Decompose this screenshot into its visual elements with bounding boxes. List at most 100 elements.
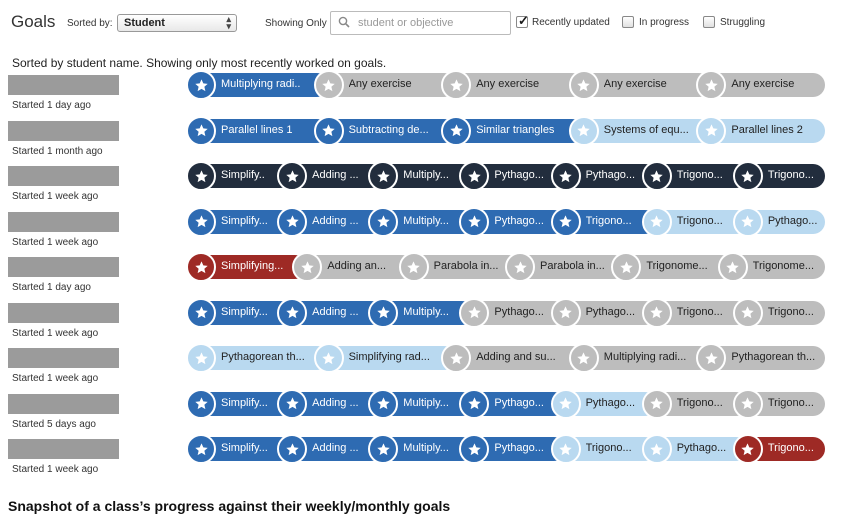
goal-pill[interactable]: Any exercise [313,70,457,100]
goal-pill[interactable]: Trigono... [732,434,825,464]
goal-label: Trigono... [585,442,632,454]
goal-pill[interactable]: Systems of equ... [568,115,712,146]
goal-pill[interactable]: Pythagorean th... [186,343,329,373]
goal-pill[interactable]: Pythago... [459,388,566,419]
goal-pill[interactable]: Trigono... [732,388,825,419]
goal-pill[interactable]: Multiply... [368,161,475,191]
goal-pill[interactable]: Simplifying... [186,252,308,282]
select-arrows-icon: ▴ ▾ [226,14,231,31]
goal-pill[interactable]: Simplify... [186,434,293,464]
goal-pill[interactable]: Simplify... [186,297,293,328]
goal-pill[interactable]: Trigono... [550,206,657,237]
goal-pill[interactable]: Trigono... [641,206,748,237]
goal-pill[interactable]: Multiplying radi... [568,343,712,373]
goal-pill[interactable]: Simplify... [186,206,293,237]
goal-pill[interactable]: Pythago... [641,434,748,464]
goal-pill[interactable]: Trigono... [732,297,825,328]
goal-label: Trigono... [676,169,723,181]
in-progress-checkbox[interactable] [622,16,634,28]
star-icon [368,161,399,191]
goal-label: Pythago... [494,396,544,409]
goal-pill[interactable]: Similar triangles [441,115,584,146]
goal-pill[interactable]: Trigonome... [717,252,825,282]
student-row[interactable]: Started 1 day ago Simplifying... Adding an… [0,252,842,300]
goal-pill[interactable]: Adding and su... [441,343,584,373]
goal-pill[interactable]: Simplify... [186,388,293,419]
goal-pill[interactable]: Trigonome... [611,252,733,282]
goal-pill[interactable]: Adding ... [277,434,384,464]
star-icon [459,161,490,191]
goal-pill[interactable]: Pythago... [459,206,566,237]
goal-pill[interactable]: Any exercise [696,70,825,100]
goal-pill[interactable]: Simplify.. [186,161,293,191]
star-icon [441,115,472,146]
star-icon [550,297,581,328]
goal-pill[interactable]: Adding ... [277,297,384,328]
goal-pill[interactable]: Adding ... [277,161,384,191]
goal-pill[interactable]: Adding an... [292,252,414,282]
goal-pill[interactable]: Parallel lines 1 [186,115,329,146]
goal-pill[interactable]: Parallel lines 2 [696,115,825,146]
star-icon [641,206,672,237]
goal-label: Simplify... [221,442,268,454]
student-row[interactable]: Started 1 week ago Simplify... Adding ... M… [0,434,842,482]
goal-pill[interactable]: Subtracting de... [313,115,457,146]
goal-pill[interactable]: Trigono... [641,388,748,419]
goal-pill[interactable]: Multiplying radi.. [186,70,329,100]
goal-pill[interactable]: Multiply... [368,297,475,328]
goal-pill[interactable]: Multiply... [368,434,475,464]
search-icon [338,16,350,28]
checkmark-icon: ✓ [518,13,529,28]
goal-pill[interactable]: Any exercise [568,70,712,100]
goal-pill[interactable]: Parabola in... [505,252,627,282]
goal-pill[interactable]: Adding ... [277,388,384,419]
goal-pill[interactable]: Multiply... [368,206,475,237]
student-row[interactable]: Started 1 day ago Multiplying radi.. Any e… [0,70,842,118]
student-row[interactable]: Started 1 week ago Pythagorean th... Simpl… [0,343,842,391]
goal-label: Any exercise [731,78,795,90]
goal-pill[interactable]: Trigono... [641,161,748,191]
goal-pill[interactable]: Trigono... [550,434,657,464]
goal-pill[interactable]: Trigono... [732,161,825,191]
goal-pill[interactable]: Pythago... [550,297,657,328]
star-icon [277,206,308,237]
student-name-redacted [8,302,119,323]
goal-pill[interactable]: Pythagorean th... [696,343,825,373]
goal-label: Multiplying radi.. [221,78,301,90]
goal-label: Simplify... [221,396,268,409]
search-input[interactable]: student or objective [330,11,511,35]
goal-pill[interactable]: Pythago... [550,161,657,191]
star-icon [568,70,599,100]
goal-pill[interactable]: Any exercise [441,70,584,100]
goal-pill[interactable]: Pythago... [459,297,566,328]
goal-pill[interactable]: Multiply... [368,388,475,419]
goal-pill[interactable]: Pythago... [550,388,657,419]
search-placeholder: student or objective [358,17,454,29]
student-row[interactable]: Started 1 week ago Simplify... Adding ... M… [0,297,842,346]
student-row[interactable]: Started 1 week ago Simplify... Adding ... M… [0,206,842,255]
goal-label: Trigono... [767,442,814,454]
goal-label: Any exercise [603,78,667,90]
student-name-redacted [8,257,119,277]
star-icon [732,161,763,191]
star-icon [641,388,672,419]
student-row[interactable]: Started 1 week ago Simplify.. Adding ... Mu… [0,161,842,209]
struggling-checkbox[interactable] [703,16,715,28]
student-row[interactable]: Started 1 month ago Parallel lines 1 Subtr… [0,115,842,164]
recently-updated-checkbox[interactable]: ✓ [516,13,529,28]
goal-pill[interactable]: Parabola in... [398,252,520,282]
goal-pill[interactable]: Trigono... [641,297,748,328]
star-icon [568,115,599,146]
star-icon [568,343,599,373]
sort-select[interactable]: Student ▴ ▾ [117,14,237,32]
goal-pill[interactable]: Simplifying rad... [313,343,457,373]
page-title: Goals [11,12,56,31]
goal-pill[interactable]: Adding ... [277,206,384,237]
star-icon [186,343,216,373]
goal-label: Adding and su... [476,351,556,363]
goal-pill[interactable]: Pythago... [459,161,566,191]
student-row[interactable]: Started 5 days ago Simplify... Adding ... M… [0,388,842,437]
goal-pill[interactable]: Pythago... [459,434,566,464]
star-icon [459,206,490,237]
goal-pill[interactable]: Pythago... [732,206,825,237]
